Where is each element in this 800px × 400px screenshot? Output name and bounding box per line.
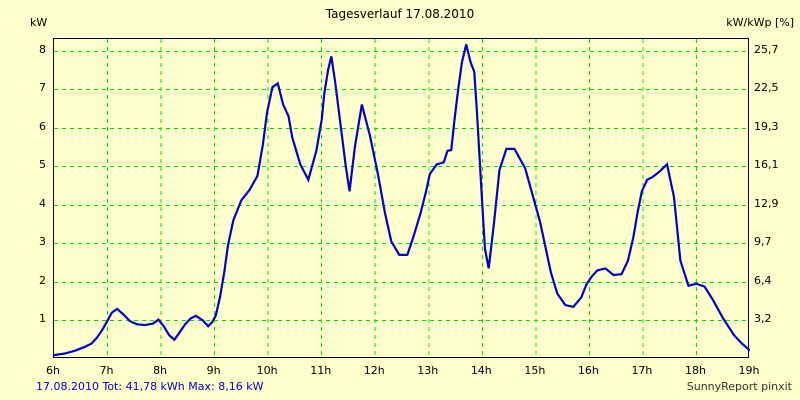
data-series-group: [54, 44, 750, 357]
x-tick-label: 15h: [524, 364, 546, 377]
y-tick-label: 3: [39, 235, 46, 249]
x-tick-label: 8h: [153, 364, 168, 377]
y2-tick-label: 9,7: [754, 235, 772, 249]
y2-tick-label: 3,2: [754, 312, 772, 326]
y-tick-label: 2: [39, 273, 46, 287]
y-tick-label: 6: [39, 119, 46, 133]
x-tick-label: 9h: [206, 364, 221, 377]
y2-tick-label: 19,3: [754, 119, 779, 133]
y2-axis-unit-label: kW/kWp [%]: [726, 16, 794, 29]
grid-lines: [54, 39, 750, 359]
y-tick-label: 5: [39, 158, 46, 172]
y-tick-label: 4: [39, 196, 46, 210]
y2-tick-label: 12,9: [754, 196, 779, 210]
y2-tick-label: 6,4: [754, 273, 772, 287]
x-tick-label: 7h: [99, 364, 114, 377]
chart-title: Tagesverlauf 17.08.2010: [325, 7, 475, 21]
x-tick-label: 6h: [46, 364, 60, 377]
x-tick-label: 19h: [738, 364, 760, 377]
y-tick-label: 7: [39, 81, 46, 95]
y2-tick-label: 16,1: [754, 158, 779, 172]
x-tick-label: 18h: [684, 364, 706, 377]
credit-text: SunnyReport pinxit: [686, 380, 792, 393]
y-axis-unit-label: kW: [30, 16, 48, 29]
x-tick-label: 11h: [310, 364, 332, 377]
y2-tick-label: 22,5: [754, 81, 779, 95]
x-tick-label: 12h: [363, 364, 385, 377]
y-tick-label: 1: [39, 312, 46, 326]
y2-tick-label: 25,7: [754, 42, 779, 56]
x-tick-label: 10h: [256, 364, 278, 377]
plot-area: [53, 38, 750, 359]
x-tick-label: 16h: [577, 364, 599, 377]
chart-svg: [54, 39, 750, 359]
data-line-0: [54, 44, 750, 357]
summary-text: 17.08.2010 Tot: 41,78 kWh Max: 8,16 kW: [36, 380, 264, 393]
x-tick-label: 14h: [470, 364, 492, 377]
y-tick-label: 8: [39, 42, 46, 56]
x-tick-label: 13h: [417, 364, 439, 377]
x-tick-label: 17h: [631, 364, 653, 377]
